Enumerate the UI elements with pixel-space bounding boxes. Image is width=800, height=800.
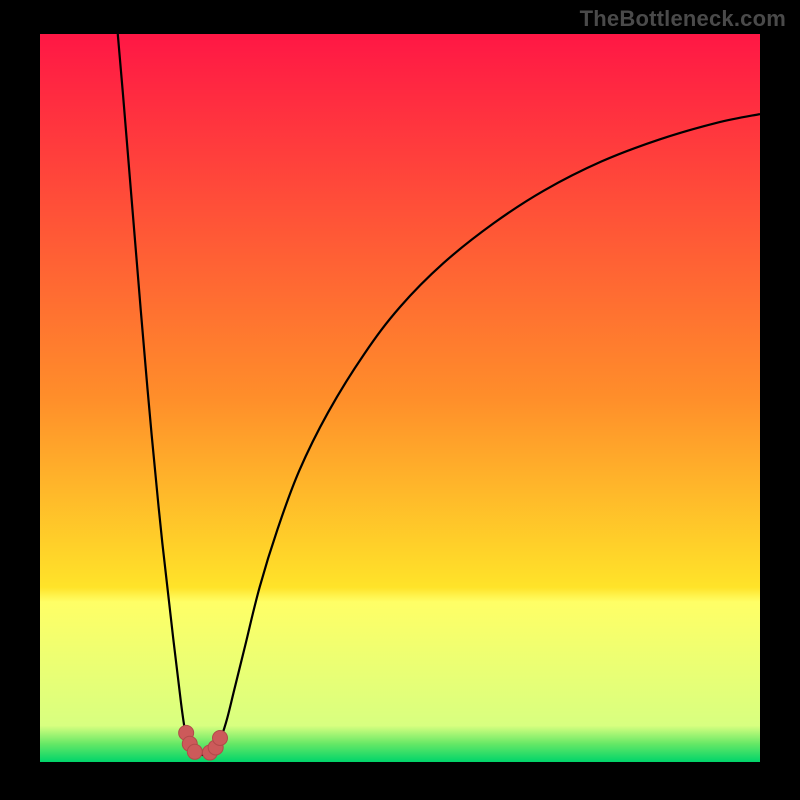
bottleneck-marker — [213, 730, 228, 745]
chart-svg — [40, 34, 760, 762]
chart-frame: TheBottleneck.com — [0, 0, 800, 800]
watermark-text: TheBottleneck.com — [580, 6, 786, 32]
bottleneck-marker — [187, 744, 202, 759]
bottleneck-curve — [118, 34, 760, 755]
plot-area — [40, 34, 760, 762]
